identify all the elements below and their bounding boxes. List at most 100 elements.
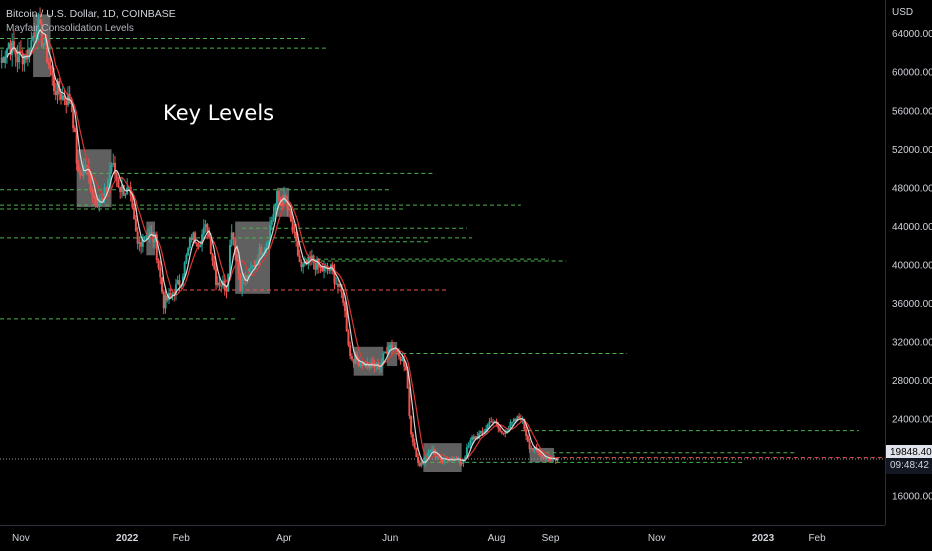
time-axis[interactable]	[0, 525, 885, 551]
candle-body	[436, 456, 439, 458]
candle-body	[387, 347, 390, 353]
candle-body	[464, 456, 467, 460]
candle-body	[518, 416, 521, 419]
candle-body	[429, 449, 432, 453]
candle-body	[424, 457, 427, 464]
candle-body	[141, 239, 144, 247]
candle-body	[514, 418, 517, 422]
candle-body	[239, 273, 242, 291]
candle-body	[91, 189, 94, 196]
candle-body	[366, 362, 369, 368]
candle-body	[61, 95, 64, 100]
candle-body	[215, 268, 218, 286]
candle-body	[485, 428, 488, 432]
candle-body	[438, 456, 441, 458]
candle-body	[321, 267, 324, 272]
candle-body	[105, 187, 108, 190]
candle-body	[7, 43, 10, 49]
symbol-title[interactable]: Bitcoin / U.S. Dollar, 1D, COINBASE	[6, 8, 176, 20]
candle-body	[110, 164, 113, 172]
candle-body	[86, 165, 89, 167]
candle-body	[230, 232, 233, 245]
candle-body	[188, 237, 191, 249]
candle-body	[511, 421, 514, 423]
candle-body	[420, 461, 423, 466]
moving-average-red	[13, 34, 558, 461]
candle-body	[258, 247, 261, 262]
candle-body	[37, 19, 40, 34]
candle-body	[216, 282, 219, 286]
candle-body	[63, 95, 66, 101]
candle-body	[343, 302, 346, 311]
candle-body	[199, 244, 202, 247]
candle-body	[16, 56, 19, 63]
candle-body	[241, 278, 244, 291]
candle-body	[225, 290, 228, 292]
candle-body	[443, 457, 446, 463]
price-axis[interactable]	[885, 0, 932, 525]
candle-body	[147, 234, 150, 236]
candle-body	[427, 452, 430, 456]
candle-body	[512, 418, 515, 422]
candle-body	[356, 354, 359, 361]
candle-body	[500, 430, 503, 433]
candle-body	[345, 310, 348, 332]
candle-body	[361, 363, 364, 367]
candle-body	[441, 459, 444, 463]
candle-body	[378, 367, 381, 370]
candle-body	[242, 278, 245, 281]
candle-body	[39, 19, 42, 24]
candle-body	[120, 184, 123, 193]
candle-body	[5, 48, 8, 57]
candle-body	[533, 447, 536, 450]
candle-body	[465, 447, 468, 457]
candle-body	[98, 201, 101, 207]
candle-body	[530, 448, 533, 450]
candle-body	[154, 234, 157, 243]
candle-body	[549, 458, 552, 460]
candle-body	[262, 252, 265, 256]
candle-body	[295, 232, 298, 242]
candle-body	[272, 213, 275, 221]
candle-body	[476, 436, 479, 439]
candle-body	[220, 285, 223, 287]
candle-body	[335, 283, 338, 285]
candle-body	[432, 448, 435, 453]
candle-body	[460, 463, 463, 465]
candle-body	[155, 234, 158, 261]
candle-body	[107, 180, 110, 190]
candle-body	[80, 175, 83, 177]
candle-body	[0, 57, 3, 63]
candle-body	[523, 419, 526, 430]
candle-body	[228, 244, 231, 274]
candle-body	[413, 442, 416, 448]
candle-body	[26, 49, 29, 60]
candle-body	[51, 70, 54, 76]
candle-body	[275, 191, 278, 205]
candle-body	[237, 261, 240, 274]
candle-body	[33, 35, 36, 37]
candle-body	[270, 220, 273, 225]
candle-body	[528, 441, 531, 450]
candle-body	[525, 429, 528, 436]
candle-body	[89, 174, 92, 190]
candle-body	[357, 360, 360, 366]
countdown-badge: 09:48:42	[886, 458, 932, 474]
candle-body	[44, 38, 47, 45]
candle-body	[14, 50, 17, 57]
candle-body	[483, 431, 486, 433]
candle-body	[267, 240, 270, 244]
moving-average-white	[6, 28, 558, 463]
candle-body	[403, 358, 406, 367]
candle-body	[84, 165, 87, 167]
candle-body	[255, 261, 258, 267]
candle-body	[166, 295, 169, 301]
candle-body	[136, 231, 139, 244]
candle-body	[498, 428, 501, 431]
candle-body	[2, 57, 5, 63]
indicator-title[interactable]: Mayfair Consolidation Levels	[6, 23, 134, 34]
candle-body	[164, 295, 167, 309]
candle-body	[540, 454, 543, 459]
